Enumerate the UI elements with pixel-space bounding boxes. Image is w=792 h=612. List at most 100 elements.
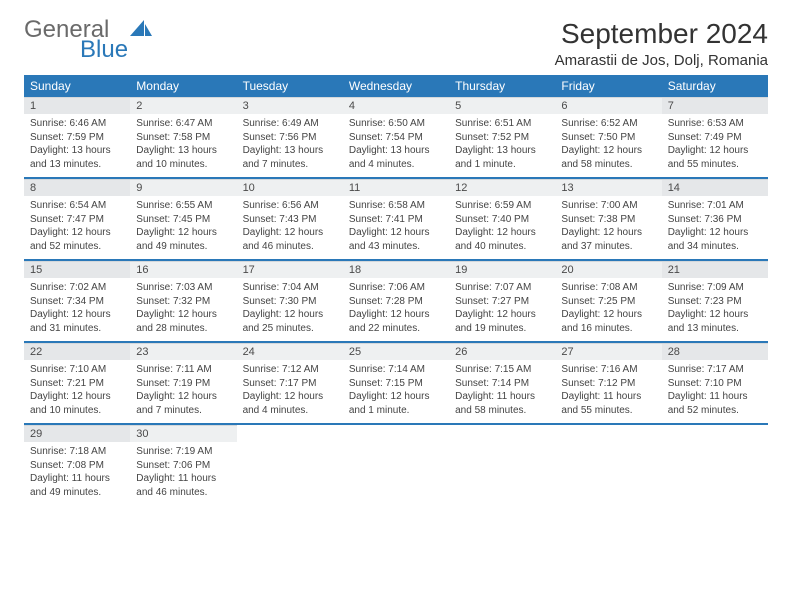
day-body: Sunrise: 7:07 AMSunset: 7:27 PMDaylight:… xyxy=(449,278,555,341)
day-cell: 12Sunrise: 6:59 AMSunset: 7:40 PMDayligh… xyxy=(449,179,555,260)
sunset-line: Sunset: 7:32 PM xyxy=(136,295,230,309)
daylight-line: Daylight: 11 hours and 58 minutes. xyxy=(455,390,549,417)
daylight-line: Daylight: 13 hours and 4 minutes. xyxy=(349,144,443,171)
day-number: 16 xyxy=(130,261,236,278)
sunrise-line: Sunrise: 7:09 AM xyxy=(668,281,762,295)
daylight-line: Daylight: 12 hours and 19 minutes. xyxy=(455,308,549,335)
day-number: 12 xyxy=(449,179,555,196)
daylight-line: Daylight: 12 hours and 43 minutes. xyxy=(349,226,443,253)
sunrise-line: Sunrise: 7:17 AM xyxy=(668,363,762,377)
day-body: Sunrise: 7:18 AMSunset: 7:08 PMDaylight:… xyxy=(24,442,130,505)
day-body: Sunrise: 6:51 AMSunset: 7:52 PMDaylight:… xyxy=(449,114,555,177)
sunrise-line: Sunrise: 7:07 AM xyxy=(455,281,549,295)
day-body: Sunrise: 7:02 AMSunset: 7:34 PMDaylight:… xyxy=(24,278,130,341)
day-cell: 26Sunrise: 7:15 AMSunset: 7:14 PMDayligh… xyxy=(449,343,555,424)
day-number: 1 xyxy=(24,97,130,114)
day-cell: 22Sunrise: 7:10 AMSunset: 7:21 PMDayligh… xyxy=(24,343,130,424)
day-cell: 27Sunrise: 7:16 AMSunset: 7:12 PMDayligh… xyxy=(555,343,661,424)
sunrise-line: Sunrise: 6:50 AM xyxy=(349,117,443,131)
day-number: 21 xyxy=(662,261,768,278)
day-body: Sunrise: 7:09 AMSunset: 7:23 PMDaylight:… xyxy=(662,278,768,341)
sunset-line: Sunset: 7:56 PM xyxy=(243,131,337,145)
sunrise-line: Sunrise: 7:04 AM xyxy=(243,281,337,295)
sunrise-line: Sunrise: 7:18 AM xyxy=(30,445,124,459)
logo: General Blue xyxy=(24,18,152,62)
sunset-line: Sunset: 7:50 PM xyxy=(561,131,655,145)
day-number: 29 xyxy=(24,425,130,442)
daylight-line: Daylight: 12 hours and 28 minutes. xyxy=(136,308,230,335)
day-cell: 4Sunrise: 6:50 AMSunset: 7:54 PMDaylight… xyxy=(343,97,449,178)
day-body: Sunrise: 7:12 AMSunset: 7:17 PMDaylight:… xyxy=(237,360,343,423)
sunset-line: Sunset: 7:36 PM xyxy=(668,213,762,227)
week-row: 8Sunrise: 6:54 AMSunset: 7:47 PMDaylight… xyxy=(24,179,768,260)
sunrise-line: Sunrise: 6:46 AM xyxy=(30,117,124,131)
sunset-line: Sunset: 7:14 PM xyxy=(455,377,549,391)
day-number: 27 xyxy=(555,343,661,360)
day-cell xyxy=(449,425,555,505)
day-cell: 24Sunrise: 7:12 AMSunset: 7:17 PMDayligh… xyxy=(237,343,343,424)
sunset-line: Sunset: 7:15 PM xyxy=(349,377,443,391)
sunrise-line: Sunrise: 7:03 AM xyxy=(136,281,230,295)
week-row: 1Sunrise: 6:46 AMSunset: 7:59 PMDaylight… xyxy=(24,97,768,178)
day-number: 2 xyxy=(130,97,236,114)
dow-cell: Thursday xyxy=(449,75,555,97)
logo-sail-icon xyxy=(130,20,152,40)
daylight-line: Daylight: 12 hours and 4 minutes. xyxy=(243,390,337,417)
page-title: September 2024 xyxy=(555,18,768,50)
sunrise-line: Sunrise: 6:54 AM xyxy=(30,199,124,213)
daylight-line: Daylight: 12 hours and 22 minutes. xyxy=(349,308,443,335)
sunset-line: Sunset: 7:41 PM xyxy=(349,213,443,227)
day-cell: 8Sunrise: 6:54 AMSunset: 7:47 PMDaylight… xyxy=(24,179,130,260)
day-number: 20 xyxy=(555,261,661,278)
day-body: Sunrise: 7:03 AMSunset: 7:32 PMDaylight:… xyxy=(130,278,236,341)
daylight-line: Daylight: 13 hours and 1 minute. xyxy=(455,144,549,171)
day-number: 10 xyxy=(237,179,343,196)
daylight-line: Daylight: 11 hours and 49 minutes. xyxy=(30,472,124,499)
sunset-line: Sunset: 7:06 PM xyxy=(136,459,230,473)
page-subtitle: Amarastii de Jos, Dolj, Romania xyxy=(555,52,768,69)
day-number: 11 xyxy=(343,179,449,196)
calendar-table: SundayMondayTuesdayWednesdayThursdayFrid… xyxy=(24,75,768,505)
day-cell: 25Sunrise: 7:14 AMSunset: 7:15 PMDayligh… xyxy=(343,343,449,424)
day-number: 3 xyxy=(237,97,343,114)
day-number: 23 xyxy=(130,343,236,360)
daylight-line: Daylight: 11 hours and 46 minutes. xyxy=(136,472,230,499)
week-row: 15Sunrise: 7:02 AMSunset: 7:34 PMDayligh… xyxy=(24,261,768,342)
sunrise-line: Sunrise: 6:56 AM xyxy=(243,199,337,213)
day-body: Sunrise: 7:16 AMSunset: 7:12 PMDaylight:… xyxy=(555,360,661,423)
day-cell: 16Sunrise: 7:03 AMSunset: 7:32 PMDayligh… xyxy=(130,261,236,342)
sunrise-line: Sunrise: 7:10 AM xyxy=(30,363,124,377)
day-body: Sunrise: 7:11 AMSunset: 7:19 PMDaylight:… xyxy=(130,360,236,423)
daylight-line: Daylight: 12 hours and 55 minutes. xyxy=(668,144,762,171)
daylight-line: Daylight: 13 hours and 13 minutes. xyxy=(30,144,124,171)
day-number: 4 xyxy=(343,97,449,114)
dow-cell: Saturday xyxy=(662,75,768,97)
day-cell: 6Sunrise: 6:52 AMSunset: 7:50 PMDaylight… xyxy=(555,97,661,178)
day-body: Sunrise: 6:53 AMSunset: 7:49 PMDaylight:… xyxy=(662,114,768,177)
day-cell: 23Sunrise: 7:11 AMSunset: 7:19 PMDayligh… xyxy=(130,343,236,424)
dow-cell: Wednesday xyxy=(343,75,449,97)
day-number: 13 xyxy=(555,179,661,196)
day-cell xyxy=(662,425,768,505)
day-cell: 2Sunrise: 6:47 AMSunset: 7:58 PMDaylight… xyxy=(130,97,236,178)
dow-cell: Friday xyxy=(555,75,661,97)
day-body: Sunrise: 6:50 AMSunset: 7:54 PMDaylight:… xyxy=(343,114,449,177)
day-cell: 30Sunrise: 7:19 AMSunset: 7:06 PMDayligh… xyxy=(130,425,236,505)
sunset-line: Sunset: 7:08 PM xyxy=(30,459,124,473)
sunrise-line: Sunrise: 6:52 AM xyxy=(561,117,655,131)
sunset-line: Sunset: 7:27 PM xyxy=(455,295,549,309)
sunrise-line: Sunrise: 7:02 AM xyxy=(30,281,124,295)
day-cell: 14Sunrise: 7:01 AMSunset: 7:36 PMDayligh… xyxy=(662,179,768,260)
day-number: 18 xyxy=(343,261,449,278)
daylight-line: Daylight: 12 hours and 10 minutes. xyxy=(30,390,124,417)
sunset-line: Sunset: 7:40 PM xyxy=(455,213,549,227)
daylight-line: Daylight: 13 hours and 10 minutes. xyxy=(136,144,230,171)
day-number: 8 xyxy=(24,179,130,196)
day-number: 14 xyxy=(662,179,768,196)
sunrise-line: Sunrise: 7:11 AM xyxy=(136,363,230,377)
day-cell xyxy=(343,425,449,505)
sunrise-line: Sunrise: 7:19 AM xyxy=(136,445,230,459)
day-cell: 15Sunrise: 7:02 AMSunset: 7:34 PMDayligh… xyxy=(24,261,130,342)
day-number: 28 xyxy=(662,343,768,360)
sunrise-line: Sunrise: 7:01 AM xyxy=(668,199,762,213)
